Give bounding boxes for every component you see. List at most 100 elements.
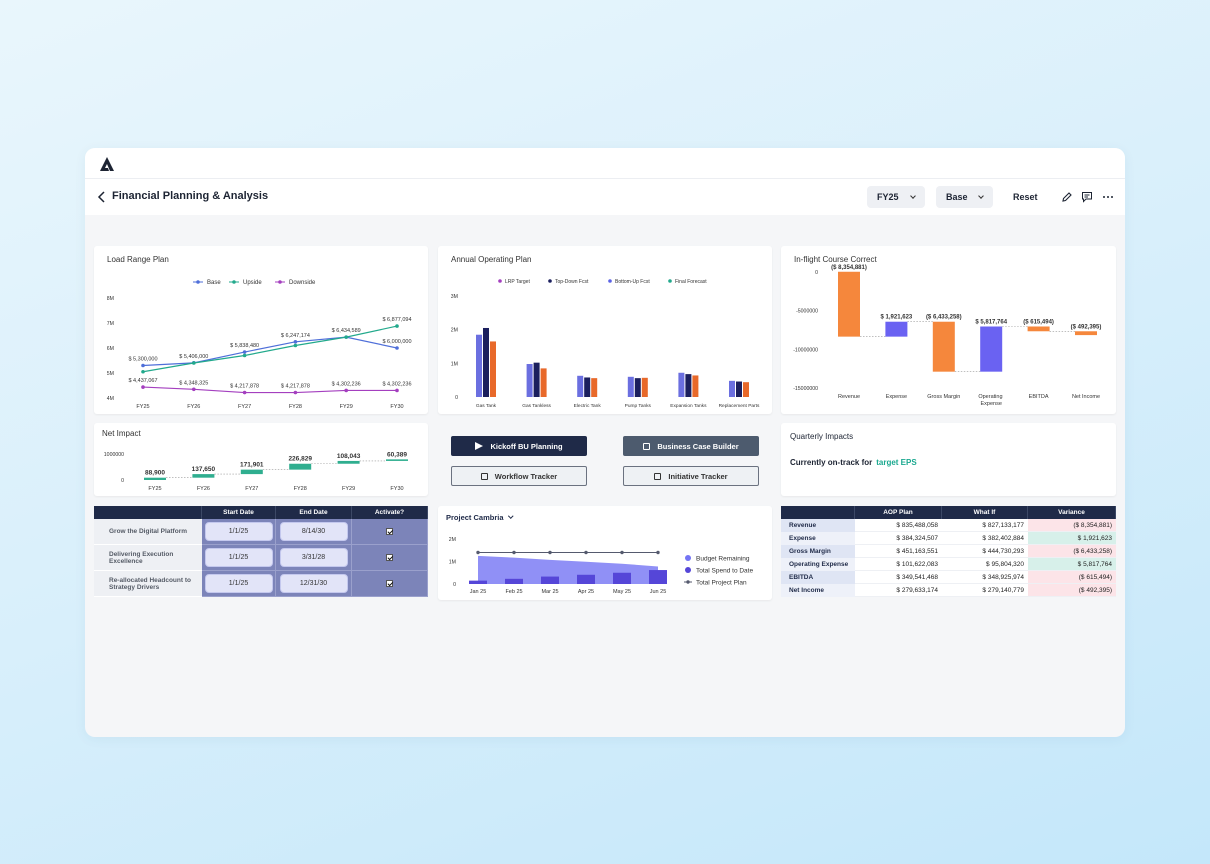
legend-label: Base (207, 280, 221, 286)
edit-icon[interactable] (1061, 191, 1073, 203)
checkbox[interactable] (386, 580, 393, 587)
period-select[interactable]: FY25 (867, 186, 925, 208)
checkbox[interactable] (386, 554, 393, 561)
quarterly-panel: Quarterly Impacts Currently on-track for… (781, 423, 1116, 496)
bar (932, 321, 955, 372)
y-tick-label: 2M (449, 537, 456, 543)
x-tick-label: Gross Margin (927, 394, 960, 400)
comment (1082, 192, 1092, 203)
y-tick-label: 7M (107, 321, 114, 327)
x-tick-label: Operating Expense (978, 394, 1004, 407)
y-tick-label: 2M (451, 328, 458, 334)
y-tick-label: -10000000 (793, 347, 818, 353)
cell: $ 835,488,058 (855, 519, 942, 532)
bar (649, 570, 667, 584)
project-select[interactable]: Project Cambria (446, 513, 514, 522)
column-header: What If (942, 506, 1028, 519)
chart-title: Net Impact (102, 429, 141, 438)
cambria-panel: 0 1M 2M Jan 25 Feb 25 Mar 25 Apr 25 May 25 Jun 2… (438, 506, 772, 600)
cell (352, 519, 428, 545)
x-tick-label: Gas Tank (476, 403, 497, 409)
action-buttons: Kickoff BU Planning Business Case Builder… (451, 436, 759, 486)
data-label: 226,829 (288, 456, 312, 463)
dot (1111, 196, 1113, 198)
x-tick-label: Revenue (838, 394, 860, 400)
x-tick-label: Net Income (1072, 394, 1100, 400)
series-line (142, 336, 398, 367)
legend-label: LRP Target (505, 279, 530, 285)
data-point (141, 363, 145, 368)
action-button[interactable]: Kickoff BU Planning (451, 436, 587, 456)
bar (490, 341, 496, 397)
bar (469, 580, 487, 584)
bar (476, 334, 482, 397)
data-point (395, 388, 399, 393)
data-point (344, 335, 348, 339)
cell: $ 444,730,293 (942, 545, 1028, 558)
date-input[interactable]: 8/14/30 (279, 522, 348, 541)
x-tick-label: FY29 (340, 404, 353, 410)
legend-marker (686, 580, 690, 584)
legend-label: Total Project Plan (696, 580, 747, 587)
legend-label: Upside (243, 280, 262, 286)
waterfall-chart: In-flight Course Correct 0 -5000000 -100000… (793, 255, 1102, 407)
logo (100, 157, 114, 171)
more-icon[interactable] (1102, 191, 1114, 203)
load-range-panel: Load Range Plan 4M 5M 6M 7M 8M FY25 FY26 FY27 FY2… (94, 246, 428, 414)
date-input[interactable]: 12/31/30 (279, 574, 348, 593)
bar (337, 460, 360, 464)
legend-marker (685, 555, 691, 561)
checkbox[interactable] (386, 528, 393, 535)
action-button[interactable]: Workflow Tracker (451, 466, 587, 486)
data-label: ($ 492,395) (1071, 324, 1102, 330)
data-point (293, 343, 298, 348)
data-point (141, 369, 145, 374)
data-label: $ 4,302,236 (332, 381, 361, 387)
bar (577, 574, 595, 584)
y-tick-label: 0 (453, 582, 456, 588)
cell: 1/1/25 (202, 571, 276, 597)
x-tick-label: Feb 25 (505, 589, 522, 595)
x-tick-label: FY28 (289, 404, 302, 410)
date-input[interactable]: 1/1/25 (204, 522, 273, 541)
data-point (242, 390, 247, 395)
row-label: Re-allocated Headcount to Strategy Drive… (94, 571, 202, 597)
status-text: Currently on-track for target EPS (790, 458, 917, 467)
dot (1103, 196, 1105, 198)
bar (1027, 326, 1050, 332)
cell: 12/31/30 (276, 571, 352, 597)
date-input[interactable]: 1/1/25 (204, 548, 273, 567)
date-input[interactable]: 3/31/28 (279, 548, 348, 567)
row-label: Delivering Execution Excellence (94, 545, 202, 571)
label-line: Expense (980, 401, 1001, 407)
status-highlight: target EPS (876, 458, 917, 467)
row-label: EBITDA (781, 571, 855, 584)
data-label: $ 5,817,764 (975, 319, 1007, 325)
variance-cell: $ 1,921,623 (1028, 532, 1116, 545)
back-button[interactable] (97, 191, 107, 203)
legend-label: Downside (289, 280, 316, 286)
data-point (242, 350, 247, 354)
legend-marker (498, 279, 502, 283)
y-tick-label: 8M (107, 296, 114, 302)
bar (641, 377, 648, 397)
cell: 1/1/25 (202, 545, 276, 571)
data-label: $ 6,000,000 (382, 339, 411, 345)
bar (729, 380, 735, 397)
bar (533, 362, 540, 397)
x-tick-label: EBITDA (1029, 394, 1049, 400)
date-input[interactable]: 1/1/25 (204, 574, 273, 593)
data-label: $ 6,247,174 (281, 333, 310, 339)
y-tick-label: 5M (107, 371, 114, 377)
row-label: Revenue (781, 519, 855, 532)
reset-button[interactable]: Reset (1013, 192, 1038, 202)
bar (540, 368, 547, 397)
bar (627, 376, 634, 397)
data-label: ($ 6,433,258) (926, 315, 962, 321)
variance-cell: ($ 492,395) (1028, 584, 1116, 597)
comment-icon[interactable] (1081, 191, 1093, 203)
action-button[interactable]: Initiative Tracker (623, 466, 759, 486)
scenario-select[interactable]: Base (936, 186, 993, 208)
variance-cell: ($ 6,433,258) (1028, 545, 1116, 558)
action-button[interactable]: Business Case Builder (623, 436, 759, 456)
